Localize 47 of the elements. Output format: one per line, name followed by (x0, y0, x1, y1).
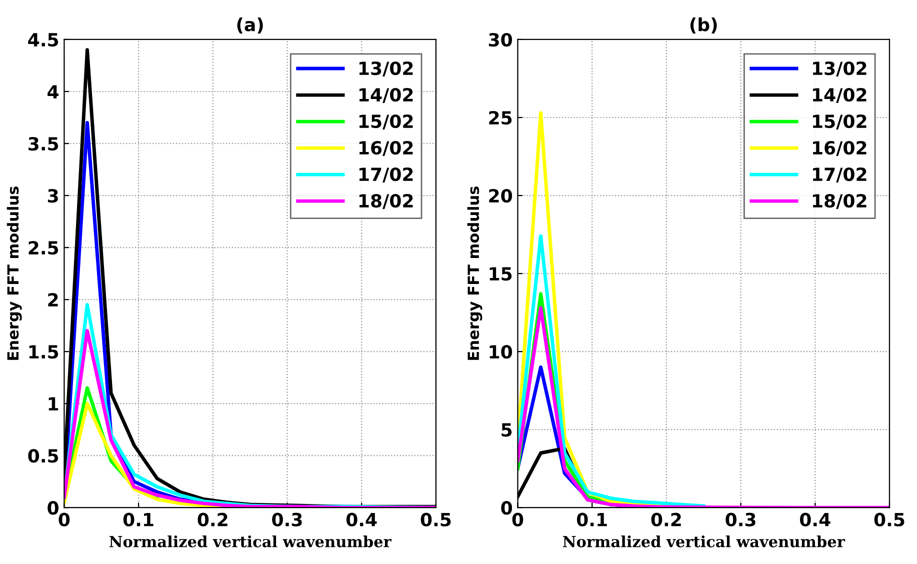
x-tick-label: 0.5 (874, 512, 904, 526)
x-tick-label: 0 (512, 512, 524, 526)
y-tick-label: 3.5 (28, 136, 58, 151)
y-tick-label: 4.5 (28, 33, 58, 47)
y-axis-title: Energy FFT modulus (467, 186, 482, 360)
y-tick-label: 5 (502, 423, 512, 437)
y-tick-label: 30 (488, 32, 512, 47)
x-tick-label: 0.3 (726, 512, 756, 526)
y-tick-label: 1.5 (29, 345, 58, 359)
y-tick-label: 0 (48, 501, 58, 515)
legend-label: 18/02 (813, 194, 866, 210)
x-tick-label: 0.5 (420, 512, 451, 526)
legend-label: 17/02 (813, 167, 866, 183)
y-axis-title: Energy FFT modulus (6, 186, 22, 360)
legend-label: 13/02 (359, 61, 413, 77)
y-tick-label: 2.5 (28, 240, 58, 255)
x-tick-label: 0.2 (198, 512, 228, 526)
y-tick-label: 15 (490, 267, 512, 281)
y-tick-label: 2 (48, 293, 58, 306)
x-tick-label: 0 (58, 512, 70, 526)
y-tick-label: 0 (501, 501, 512, 515)
x-axis-title: Normalized vertical wavenumber (562, 535, 846, 548)
y-tick-label: 10 (490, 345, 512, 359)
legend-label: 15/02 (359, 114, 413, 130)
chart-title: (a) (237, 17, 263, 34)
y-tick-label: 0.5 (28, 449, 58, 463)
legend-label: 18/02 (359, 194, 413, 210)
x-tick-label: 0.4 (346, 512, 377, 526)
legend-label: 16/02 (813, 140, 866, 156)
y-tick-label: 20 (489, 188, 512, 203)
legend-label: 17/02 (359, 167, 413, 183)
legend-label: 14/02 (359, 88, 413, 104)
y-tick-label: 4 (48, 85, 58, 98)
y-tick-label: 3 (48, 188, 58, 203)
x-axis-title: Normalized vertical wavenumber (109, 535, 392, 548)
x-tick-label: 0.3 (272, 512, 302, 526)
x-tick-label: 0.2 (651, 512, 681, 526)
y-tick-label: 25 (489, 110, 512, 125)
legend-label: 16/02 (359, 140, 413, 156)
x-tick-label: 0.1 (576, 512, 607, 526)
legend-label: 13/02 (813, 61, 866, 77)
chart-title: (b) (690, 17, 717, 34)
x-tick-label: 0.4 (800, 512, 830, 526)
y-tick-label: 1 (48, 397, 58, 410)
x-tick-label: 0.1 (123, 512, 154, 526)
legend-label: 15/02 (813, 114, 866, 130)
legend-label: 14/02 (813, 88, 866, 104)
